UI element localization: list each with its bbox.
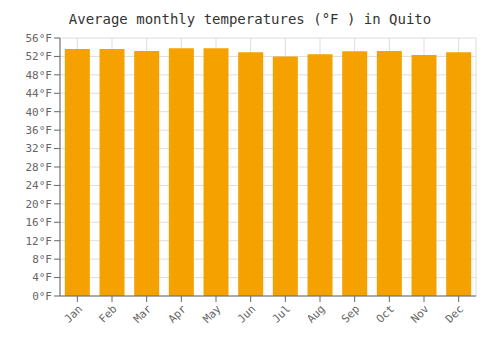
svg-text:Dec: Dec [443,302,466,325]
svg-text:Sep: Sep [339,302,362,325]
svg-text:Jul: Jul [270,302,293,325]
svg-text:Apr: Apr [166,302,190,326]
svg-text:0°F: 0°F [32,290,52,303]
svg-text:Aug: Aug [304,302,327,325]
svg-text:24°F: 24°F [26,179,53,192]
svg-text:4°F: 4°F [32,271,52,284]
svg-text:Jun: Jun [235,302,258,325]
svg-text:8°F: 8°F [32,253,52,266]
svg-text:Nov: Nov [408,302,432,326]
svg-text:16°F: 16°F [26,216,53,229]
svg-text:Feb: Feb [96,302,119,325]
svg-text:44°F: 44°F [26,87,53,100]
svg-text:56°F: 56°F [26,32,53,45]
svg-text:12°F: 12°F [26,235,53,248]
svg-text:20°F: 20°F [26,198,53,211]
html-text:Average monthly temperatures (: Average monthly temperatures (°F ) in Qu… [68,11,432,27]
svg-text:28°F: 28°F [26,161,53,174]
svg-text:Mar: Mar [131,302,155,326]
svg-text:May: May [200,302,224,326]
svg-text:52°F: 52°F [26,50,53,63]
svg-text:48°F: 48°F [26,69,53,82]
svg-text:32°F: 32°F [26,142,53,155]
svg-text:Oct: Oct [374,302,397,325]
svg-text:Jan: Jan [62,302,85,325]
svg-text:40°F: 40°F [26,106,53,119]
svg-text:36°F: 36°F [26,124,53,137]
